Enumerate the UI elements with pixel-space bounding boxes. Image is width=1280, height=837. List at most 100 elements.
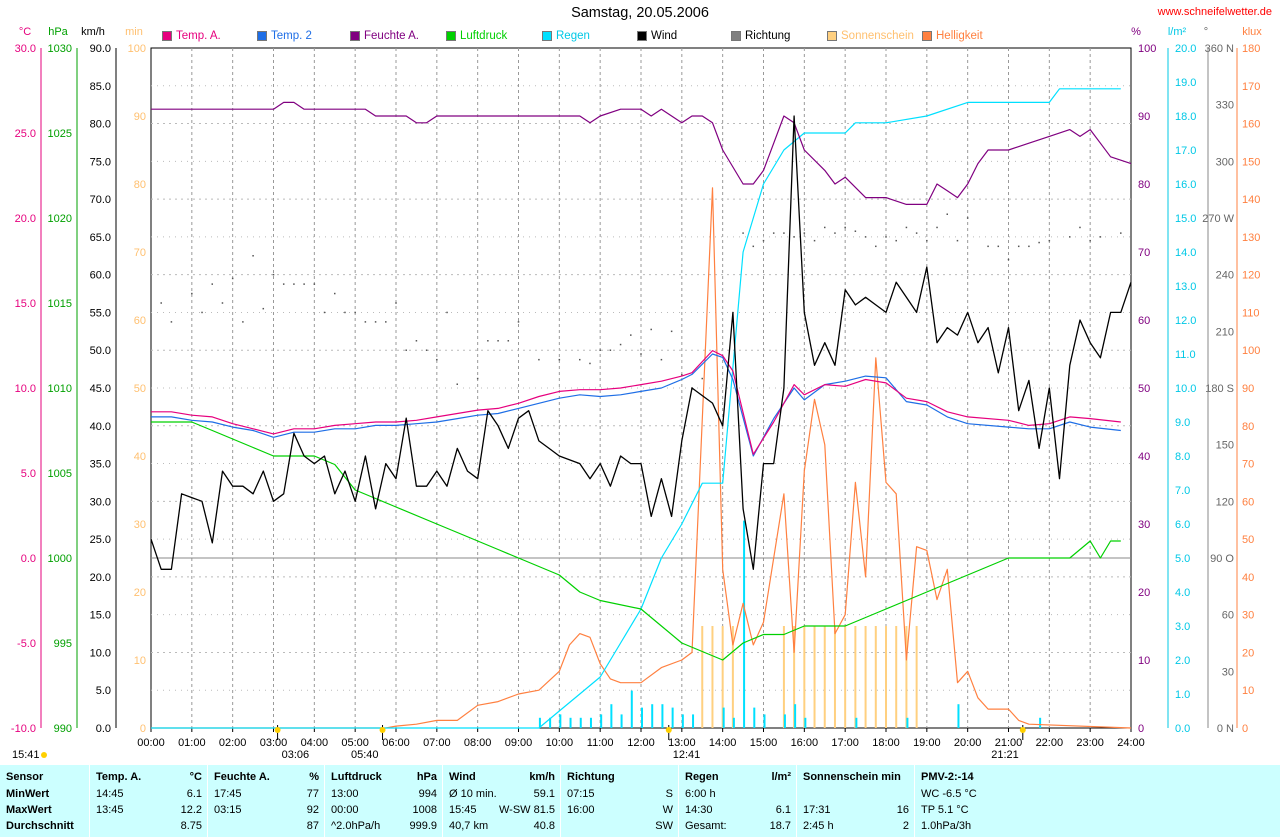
table-cell: 03:15 92 <box>214 802 319 818</box>
direction-point <box>425 349 428 351</box>
rain-tick: 7.0 <box>1175 485 1190 497</box>
direction-point <box>191 292 193 295</box>
direction-point <box>476 377 479 380</box>
column-header-label: Wind <box>449 771 476 783</box>
dir-tick: 240 <box>1216 270 1234 282</box>
table-cell: SW <box>567 818 673 834</box>
dir-tick: 330 <box>1216 100 1234 112</box>
cell-value: 8.75 <box>180 820 202 832</box>
direction-point <box>946 213 948 215</box>
wind-tick: 85.0 <box>90 81 111 93</box>
temp-tick: 25.0 <box>15 128 36 140</box>
sun-event-icon <box>1019 727 1026 733</box>
lux-tick: 30 <box>1242 610 1254 622</box>
cell-value: 92 <box>306 804 319 816</box>
series-line-luftdruck <box>151 421 1121 661</box>
direction-point <box>660 358 663 361</box>
table-cell: 07:15 S <box>567 786 673 802</box>
daylight-icon <box>41 752 47 758</box>
hum-tick: 60 <box>1138 315 1150 327</box>
lux-tick: 150 <box>1242 156 1260 168</box>
dir-tick: 150 <box>1216 440 1234 452</box>
dir-tick: 300 <box>1216 156 1234 168</box>
cell-value: SW <box>655 820 673 832</box>
table-cell: 17:45 77 <box>214 786 319 802</box>
series-line-helligkeit <box>151 187 1132 729</box>
rain-tick: 1.0 <box>1175 689 1190 701</box>
sun-event-time: 21:21 <box>991 749 1019 761</box>
cell-label: Ø 10 min. <box>449 788 497 800</box>
press-tick: 1000 <box>48 553 72 565</box>
hum-tick: 50 <box>1138 383 1150 395</box>
legend-item: Sonnenschein <box>827 30 914 42</box>
column-header-label: Feuchte A. <box>214 771 270 783</box>
dir-tick: 90 O <box>1210 553 1234 565</box>
hum-tick: 40 <box>1138 451 1150 463</box>
time-tick: 09:00 <box>505 737 533 749</box>
rain-tick: 3.0 <box>1175 621 1190 633</box>
temp-tick: 15.0 <box>15 298 36 310</box>
column-header: Sensor <box>6 769 83 785</box>
legend-label: Sonnenschein <box>841 30 914 42</box>
direction-point <box>252 255 254 257</box>
direction-point <box>1079 226 1081 229</box>
table-column: Sensor MinWert MaxWert Durchschnitt <box>0 765 89 837</box>
rain-tick: 16.0 <box>1175 179 1196 191</box>
legend-item: Luftdruck <box>446 30 507 42</box>
column-header-label: Regen <box>685 771 719 783</box>
cell-label: 14:45 <box>96 788 124 800</box>
direction-point <box>538 358 540 361</box>
press-tick: 995 <box>54 638 72 650</box>
direction-point <box>609 349 612 351</box>
cell-label: 03:15 <box>214 804 242 816</box>
rain-tick: 6.0 <box>1175 519 1190 531</box>
table-column: Sonnenschein min 17:31 16 2:45 h 2 <box>796 765 915 837</box>
column-header: Feuchte A.% <box>214 769 319 785</box>
table-cell: 17:31 16 <box>803 802 909 818</box>
temp-tick: 10.0 <box>15 383 36 395</box>
column-header: Luftdruck hPa <box>331 769 437 785</box>
cell-label: 1.0hPa/3h <box>921 820 972 832</box>
rain-tick: 20.0 <box>1175 43 1196 55</box>
temp-tick: 0.0 <box>21 553 36 565</box>
rain-tick: 18.0 <box>1175 111 1196 123</box>
column-header-label: PMV-2:-14 <box>921 771 974 783</box>
direction-point <box>211 283 213 285</box>
sun-tick: 100 <box>128 43 146 55</box>
table-column: Luftdruck hPa 13:00 994 00:00 1008 ^2.0hPa/h 99… <box>324 765 443 837</box>
cell-label: 17:45 <box>214 788 242 800</box>
lux-tick: 70 <box>1242 459 1254 471</box>
wind-tick: 45.0 <box>90 383 111 395</box>
table-column: Feuchte A.% 17:45 77 03:15 92 87 <box>207 765 325 837</box>
legend-swatch <box>257 31 267 41</box>
direction-point <box>497 340 499 342</box>
series-line-feuchte-a <box>151 101 1132 205</box>
rain-tick: 13.0 <box>1175 281 1196 293</box>
cell-value: W <box>662 804 673 816</box>
table-column: PMV-2:-14 WC -6.5 °C TP 5.1 °C 1.0hPa/3h <box>914 765 1280 837</box>
dir-tick: 270 W <box>1202 213 1234 225</box>
legend-swatch <box>162 31 172 41</box>
direction-point <box>456 383 458 385</box>
column-header-label: Sensor <box>6 771 44 783</box>
cell-value: 994 <box>418 788 437 800</box>
direction-point <box>670 330 673 333</box>
rain-tick: 5.0 <box>1175 553 1190 565</box>
legend-swatch <box>922 31 932 41</box>
lux-tick: 90 <box>1242 383 1254 395</box>
time-tick: 17:00 <box>831 737 859 749</box>
table-cell: MaxWert <box>6 804 52 816</box>
time-tick: 23:00 <box>1076 737 1104 749</box>
site-link[interactable]: www.schneifelwetter.de <box>1157 6 1272 18</box>
temp-tick: 5.0 <box>21 468 36 480</box>
rain-tick: 15.0 <box>1175 213 1196 225</box>
legend-swatch <box>542 31 552 41</box>
direction-point <box>231 277 234 280</box>
cell-value: 1008 <box>412 804 437 816</box>
direction-point <box>395 302 397 304</box>
cell-value: 77 <box>306 788 319 800</box>
time-tick: 13:00 <box>668 737 696 749</box>
lux-tick: 60 <box>1242 496 1254 508</box>
wind-tick: 75.0 <box>90 156 111 168</box>
column-header: Sonnenschein min <box>803 769 909 785</box>
